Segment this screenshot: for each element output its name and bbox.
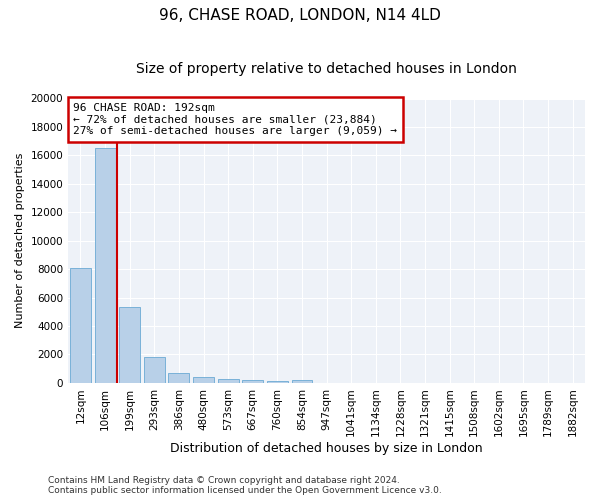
Bar bbox=[144, 356, 165, 383]
Bar bbox=[218, 379, 239, 383]
Bar bbox=[119, 308, 140, 383]
Title: Size of property relative to detached houses in London: Size of property relative to detached ho… bbox=[136, 62, 517, 76]
Text: 96 CHASE ROAD: 192sqm
← 72% of detached houses are smaller (23,884)
27% of semi-: 96 CHASE ROAD: 192sqm ← 72% of detached … bbox=[73, 103, 397, 136]
Bar bbox=[95, 148, 116, 383]
Bar bbox=[70, 268, 91, 383]
Bar bbox=[292, 380, 313, 383]
Y-axis label: Number of detached properties: Number of detached properties bbox=[15, 153, 25, 328]
Text: 96, CHASE ROAD, LONDON, N14 4LD: 96, CHASE ROAD, LONDON, N14 4LD bbox=[159, 8, 441, 22]
Bar bbox=[169, 373, 190, 383]
Bar bbox=[242, 380, 263, 383]
Text: Contains HM Land Registry data © Crown copyright and database right 2024.
Contai: Contains HM Land Registry data © Crown c… bbox=[48, 476, 442, 495]
Bar bbox=[193, 378, 214, 383]
Bar bbox=[267, 380, 288, 383]
X-axis label: Distribution of detached houses by size in London: Distribution of detached houses by size … bbox=[170, 442, 483, 455]
